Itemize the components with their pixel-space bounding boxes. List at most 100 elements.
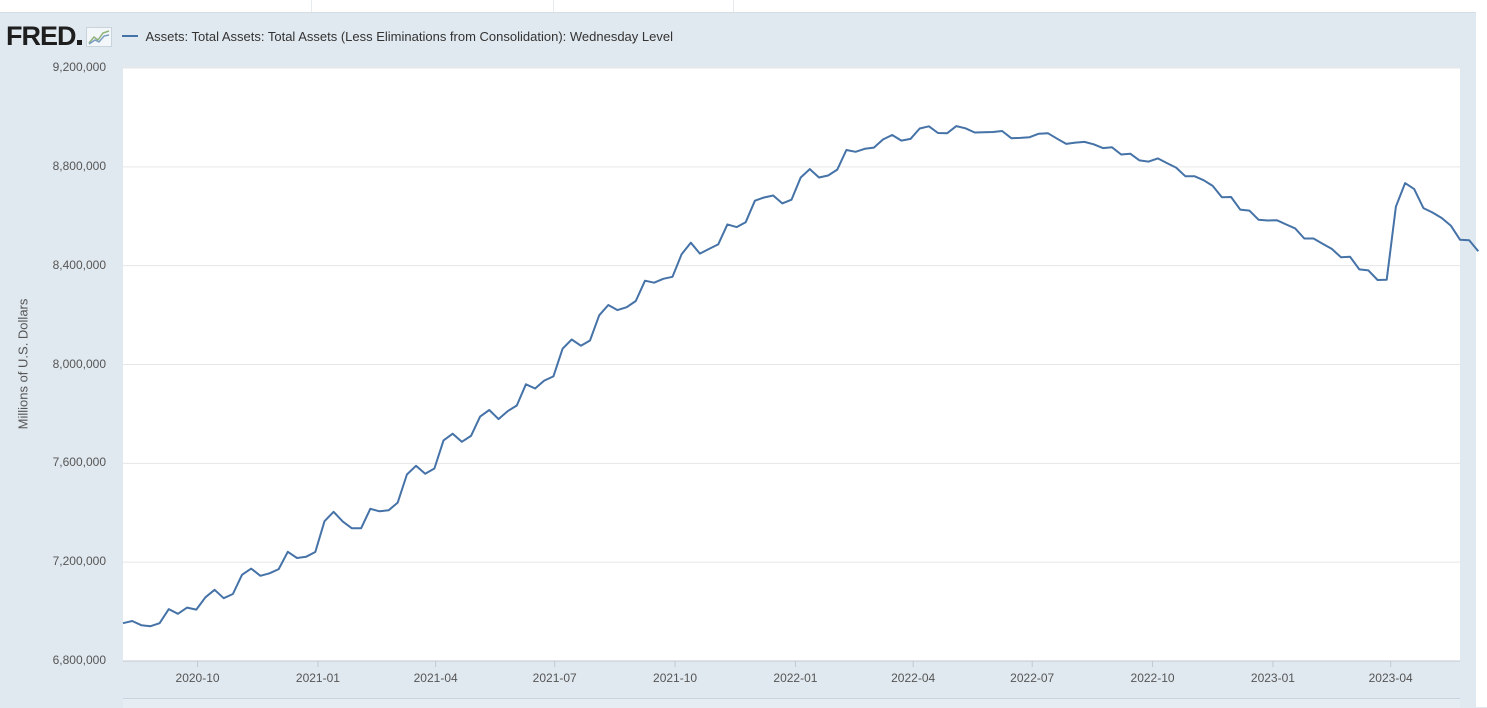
data-point[interactable] (1266, 219, 1270, 223)
data-point[interactable] (1348, 255, 1352, 259)
data-point[interactable] (1147, 160, 1151, 164)
data-point[interactable] (1073, 141, 1077, 145)
data-point[interactable] (826, 174, 830, 178)
data-point[interactable] (359, 526, 363, 530)
data-point[interactable] (881, 137, 885, 141)
data-point[interactable] (634, 299, 638, 303)
data-point[interactable] (1000, 129, 1004, 133)
data-point[interactable] (130, 619, 134, 623)
data-point[interactable] (1394, 205, 1398, 209)
data-point[interactable] (1083, 140, 1087, 144)
data-point[interactable] (652, 281, 656, 285)
data-point[interactable] (835, 168, 839, 172)
data-point[interactable] (304, 555, 308, 559)
data-point[interactable] (744, 220, 748, 224)
data-point[interactable] (1018, 136, 1022, 140)
data-point[interactable] (753, 199, 757, 203)
data-point[interactable] (442, 438, 446, 442)
data-point[interactable] (707, 247, 711, 251)
data-point[interactable] (890, 133, 894, 137)
data-point[interactable] (936, 131, 940, 135)
data-point[interactable] (1321, 242, 1325, 246)
data-point[interactable] (405, 473, 409, 477)
data-point[interactable] (423, 472, 427, 476)
data-point[interactable] (808, 167, 812, 171)
data-point[interactable] (432, 467, 436, 471)
data-point[interactable] (1412, 187, 1416, 191)
data-point[interactable] (396, 501, 400, 505)
data-point[interactable] (1183, 174, 1187, 178)
data-point[interactable] (854, 150, 858, 154)
series-line[interactable] (122, 125, 1480, 628)
data-point[interactable] (1330, 247, 1334, 251)
data-point[interactable] (176, 612, 180, 616)
data-point[interactable] (1403, 181, 1407, 185)
data-point[interactable] (1211, 184, 1215, 188)
data-point[interactable] (1339, 255, 1343, 259)
data-point[interactable] (158, 621, 162, 625)
data-point[interactable] (771, 194, 775, 198)
data-point[interactable] (497, 417, 501, 421)
data-point[interactable] (1366, 268, 1370, 272)
data-point[interactable] (1431, 211, 1435, 215)
data-point[interactable] (1458, 238, 1462, 242)
data-point[interactable] (1229, 195, 1233, 199)
data-point[interactable] (213, 588, 217, 592)
data-point[interactable] (222, 596, 226, 600)
data-point[interactable] (1257, 218, 1261, 222)
data-point[interactable] (1284, 222, 1288, 226)
data-point[interactable] (817, 176, 821, 180)
data-point[interactable] (1357, 267, 1361, 271)
data-point[interactable] (588, 339, 592, 343)
data-point[interactable] (139, 623, 143, 627)
data-point[interactable] (506, 409, 510, 413)
data-point[interactable] (597, 313, 601, 317)
data-point[interactable] (1092, 142, 1096, 146)
data-point[interactable] (954, 124, 958, 128)
data-point[interactable] (872, 146, 876, 150)
data-point[interactable] (689, 241, 693, 245)
data-point[interactable] (231, 592, 235, 596)
data-point[interactable] (1028, 135, 1032, 139)
chart-legend[interactable]: Assets: Total Assets: Total Assets (Less… (121, 29, 673, 44)
data-point[interactable] (1037, 132, 1041, 136)
data-point[interactable] (1009, 136, 1013, 140)
data-point[interactable] (780, 201, 784, 205)
data-point[interactable] (1238, 208, 1242, 212)
data-point[interactable] (1119, 153, 1123, 157)
data-point[interactable] (1046, 131, 1050, 135)
data-point[interactable] (487, 408, 491, 412)
data-point[interactable] (1128, 152, 1132, 156)
data-point[interactable] (1138, 158, 1142, 162)
data-point[interactable] (964, 126, 968, 130)
data-point[interactable] (258, 574, 262, 578)
data-point[interactable] (313, 550, 317, 554)
data-point[interactable] (982, 130, 986, 134)
data-point[interactable] (1302, 237, 1306, 241)
data-point[interactable] (1202, 178, 1206, 182)
data-point[interactable] (661, 277, 665, 281)
data-point[interactable] (899, 139, 903, 143)
data-point[interactable] (725, 222, 729, 226)
line-chart[interactable] (122, 67, 1480, 667)
data-point[interactable] (1064, 142, 1068, 146)
data-point[interactable] (1449, 224, 1453, 228)
data-point[interactable] (844, 148, 848, 152)
data-point[interactable] (515, 404, 519, 408)
data-point[interactable] (478, 415, 482, 419)
data-point[interactable] (918, 127, 922, 131)
data-point[interactable] (249, 567, 253, 571)
data-point[interactable] (1165, 161, 1169, 165)
data-point[interactable] (542, 379, 546, 383)
data-point[interactable] (1220, 195, 1224, 199)
data-point[interactable] (451, 432, 455, 436)
data-point[interactable] (973, 131, 977, 135)
data-point[interactable] (790, 198, 794, 202)
data-point[interactable] (368, 507, 372, 511)
data-point[interactable] (295, 556, 299, 560)
data-point[interactable] (1293, 226, 1297, 230)
data-point[interactable] (579, 344, 583, 348)
data-point[interactable] (1055, 137, 1059, 141)
data-point[interactable] (735, 225, 739, 229)
data-point[interactable] (1156, 156, 1160, 160)
